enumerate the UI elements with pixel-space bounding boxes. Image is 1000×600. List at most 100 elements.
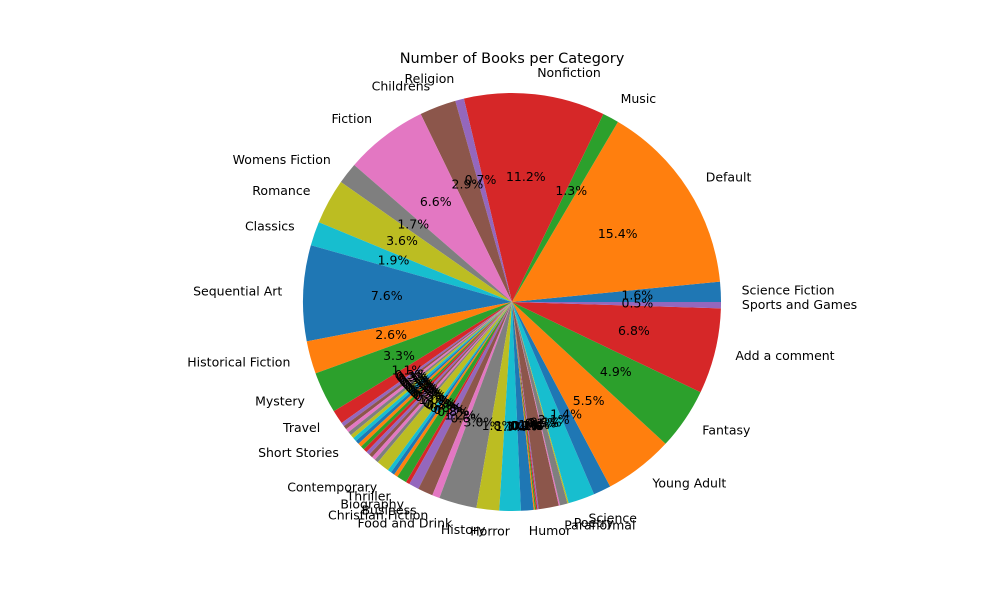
- percent-label: 0.1%: [510, 418, 542, 433]
- pie-slice: [512, 302, 535, 510]
- slice-label: Nonfiction: [537, 65, 601, 80]
- pie-slice: [439, 302, 512, 508]
- percent-label: 0.6%: [527, 415, 559, 430]
- pie-slice: [512, 302, 538, 510]
- pie-slice: [358, 302, 512, 447]
- percent-label: 6.8%: [618, 323, 650, 338]
- slice-label: Historical Fiction: [187, 355, 290, 370]
- percent-label: 4.9%: [600, 364, 632, 379]
- percent-label: 0.7%: [465, 172, 497, 187]
- percent-label: 3.6%: [386, 233, 418, 248]
- slice-label: Christian Fiction: [328, 508, 428, 523]
- pie-slice: [512, 302, 539, 510]
- percent-label: 0.1%: [512, 418, 544, 433]
- pie-slice: [310, 222, 512, 302]
- percent-labels: 1.6% 15.4% 1.3% 11.2% 0.7%2.9%6.6% 1.7% 3.6% 1.…: [371, 169, 654, 434]
- percent-label: 0.3%: [402, 376, 434, 391]
- percent-label: 0.3%: [415, 389, 447, 404]
- percent-label: 0.3%: [405, 379, 437, 394]
- slice-labels: Science Fiction Default Music Nonfiction Rel…: [187, 65, 857, 538]
- slice-label: Childrens: [372, 79, 431, 94]
- pie-slice: [348, 302, 512, 436]
- slice-label: Business: [361, 503, 416, 518]
- pie-slice: [397, 302, 512, 483]
- pie-slice: [409, 302, 512, 489]
- pie-slice: [512, 302, 611, 495]
- percent-label: 0.3%: [413, 387, 445, 402]
- percent-label: 6.6%: [420, 194, 452, 209]
- pie-slice: [377, 302, 512, 471]
- pie-slice: [355, 302, 512, 444]
- slice-label: Thriller: [346, 489, 392, 504]
- pie-slice: [318, 182, 512, 302]
- pie-slice: [391, 302, 512, 475]
- percent-label: 1.6%: [621, 287, 653, 302]
- percent-label: 0.1%: [510, 418, 542, 433]
- slice-label: Food and Drink: [357, 516, 453, 531]
- percent-label: 0.3%: [423, 395, 455, 410]
- percent-label: 15.4%: [598, 226, 638, 241]
- percent-label: 1.0%: [419, 392, 451, 407]
- percent-label: 0.1%: [525, 416, 557, 431]
- pie-slice: [455, 98, 512, 302]
- percent-label: 0.3%: [406, 381, 438, 396]
- slice-label: Paranormal: [564, 517, 635, 532]
- pie-slice: [512, 302, 721, 393]
- percent-label: 0.3%: [395, 367, 427, 382]
- percent-label: 0.1%: [530, 414, 562, 429]
- slice-label: Default: [706, 170, 752, 185]
- slice-label: Horror: [470, 523, 510, 538]
- percent-label: 0.3%: [408, 383, 440, 398]
- pie-slice: [361, 302, 512, 450]
- slice-label: History: [441, 522, 486, 537]
- pie-slice: [420, 100, 512, 302]
- percent-label: 3.0%: [464, 415, 496, 430]
- slice-label: Short Stories: [258, 445, 339, 460]
- slice-label: Womens Fiction: [233, 152, 331, 167]
- pie-slice: [512, 281, 721, 302]
- percent-label: 0.1%: [511, 418, 543, 433]
- percent-label: 0.3%: [425, 396, 457, 411]
- percent-label: 0.3%: [397, 371, 429, 386]
- percent-label: 0.3%: [434, 402, 466, 417]
- pie-slice: [512, 302, 595, 504]
- percent-label: 1.4%: [550, 407, 582, 422]
- percent-label: 0.3%: [410, 384, 442, 399]
- percent-label: 1.0%: [505, 419, 537, 434]
- slice-label: Humor: [529, 523, 572, 538]
- pie-slice: [512, 302, 701, 444]
- pie-slice: [372, 302, 512, 460]
- percent-label: 1.9%: [378, 253, 410, 268]
- pie-slice: [406, 302, 512, 485]
- percent-label: 1.1%: [392, 363, 424, 378]
- percent-label: 5.5%: [573, 393, 605, 408]
- slice-label: Classics: [245, 218, 295, 233]
- pie-slice: [512, 302, 568, 506]
- pie-slice: [387, 302, 512, 473]
- percent-label: 2.9%: [452, 176, 484, 191]
- slice-label: Add a comment: [735, 348, 834, 363]
- pie-slice: [432, 302, 512, 498]
- pie-slice: [366, 302, 512, 455]
- slice-label: Fantasy: [702, 423, 751, 438]
- pie-slice: [354, 114, 512, 303]
- slice-label: Young Adult: [651, 476, 726, 491]
- pie-slice: [353, 302, 512, 441]
- pie-slice: [346, 302, 512, 433]
- pie-slice: [303, 245, 512, 342]
- percent-label: 3.3%: [383, 348, 415, 363]
- slice-label: Fiction: [332, 111, 373, 126]
- pie-slice: [343, 302, 512, 430]
- pie-slice: [476, 302, 512, 511]
- pie-slice: [333, 302, 512, 423]
- percent-label: 2.6%: [375, 327, 407, 342]
- slice-label: Poetry: [574, 515, 614, 530]
- pie-slice: [315, 302, 512, 412]
- pie-slices: [303, 92, 721, 512]
- percent-label: 11.2%: [506, 169, 546, 184]
- pie-slice: [369, 302, 512, 458]
- percent-label: 0.3%: [400, 374, 432, 389]
- slice-label: Sequential Art: [193, 284, 282, 299]
- pie-slice: [512, 302, 534, 511]
